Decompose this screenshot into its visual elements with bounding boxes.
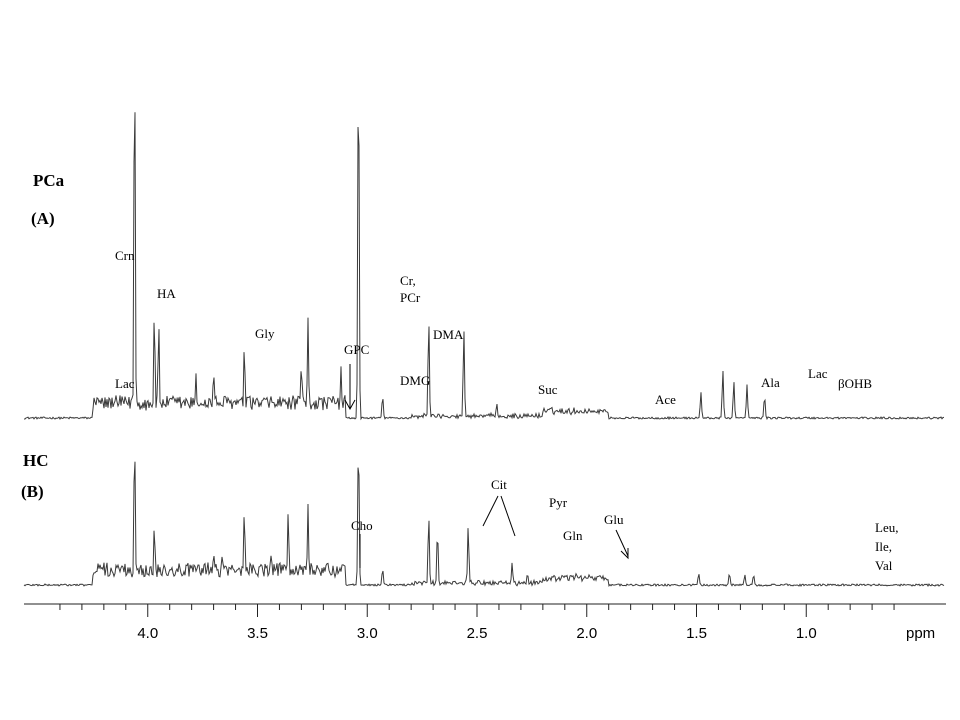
x-tick-label: 2.5 <box>467 625 488 642</box>
annotation-cit: Cit <box>491 477 507 492</box>
annotation-ala: Ala <box>761 375 780 390</box>
spectrum-trace-pca <box>24 112 945 421</box>
annotation-crn: Crn <box>115 248 135 263</box>
annotation-ha: HA <box>157 286 176 301</box>
group-label-pca: PCa <box>33 171 65 190</box>
annotation-gpc: GPC <box>344 342 369 357</box>
annotation-cho: Cho <box>351 518 373 533</box>
annotation-suc: Suc <box>538 382 558 397</box>
annotation-val: Val <box>875 558 893 573</box>
panel-b-annotations: Cit Pyr Cho Gln Glu Leu, Ile, Val <box>351 477 898 573</box>
annotation-bohb: βOHB <box>838 376 872 391</box>
annotation-pcr: PCr <box>400 290 421 305</box>
x-tick-label: 3.5 <box>247 625 268 642</box>
annotation-pyr: Pyr <box>549 495 568 510</box>
cit-pointer-lines <box>482 495 516 537</box>
annotation-gly: Gly <box>255 326 275 341</box>
x-tick-label: 1.0 <box>796 625 817 642</box>
panel-a-annotations: Crn HA Gly GPC Cr, PCr DMA DMG Lac Suc A… <box>115 248 872 411</box>
annotation-leu: Leu, <box>875 520 898 535</box>
annotation-dma: DMA <box>433 327 464 342</box>
x-tick-label: 2.0 <box>576 625 597 642</box>
glu-arrow-icon <box>615 529 629 560</box>
gpc-arrow-icon <box>344 364 356 411</box>
x-axis-minor-ticks <box>59 604 895 610</box>
annotation-ace: Ace <box>655 392 676 407</box>
annotation-gln: Gln <box>563 528 583 543</box>
x-tick-label: 1.5 <box>686 625 707 642</box>
panel-label-b: (B) <box>21 482 44 501</box>
annotation-lac-b: Lac <box>808 366 828 381</box>
x-tick-label: 4.0 <box>137 625 158 642</box>
annotation-glu: Glu <box>604 512 624 527</box>
x-axis-major-ticks: 4.0 3.5 3.0 2.5 2.0 1.5 1.0 <box>137 604 817 642</box>
annotation-dmg: DMG <box>400 373 430 388</box>
annotation-ile: Ile, <box>875 539 892 554</box>
group-label-hc: HC <box>23 451 49 470</box>
x-axis: 4.0 3.5 3.0 2.5 2.0 1.5 1.0 ppm <box>24 603 946 642</box>
x-tick-label: 3.0 <box>357 625 378 642</box>
panel-label-a: (A) <box>31 209 55 228</box>
spectrum-trace-hc <box>23 461 945 588</box>
annotation-cr: Cr, <box>400 273 416 288</box>
x-axis-unit-label: ppm <box>906 625 935 642</box>
annotation-lac-a: Lac <box>115 376 135 391</box>
